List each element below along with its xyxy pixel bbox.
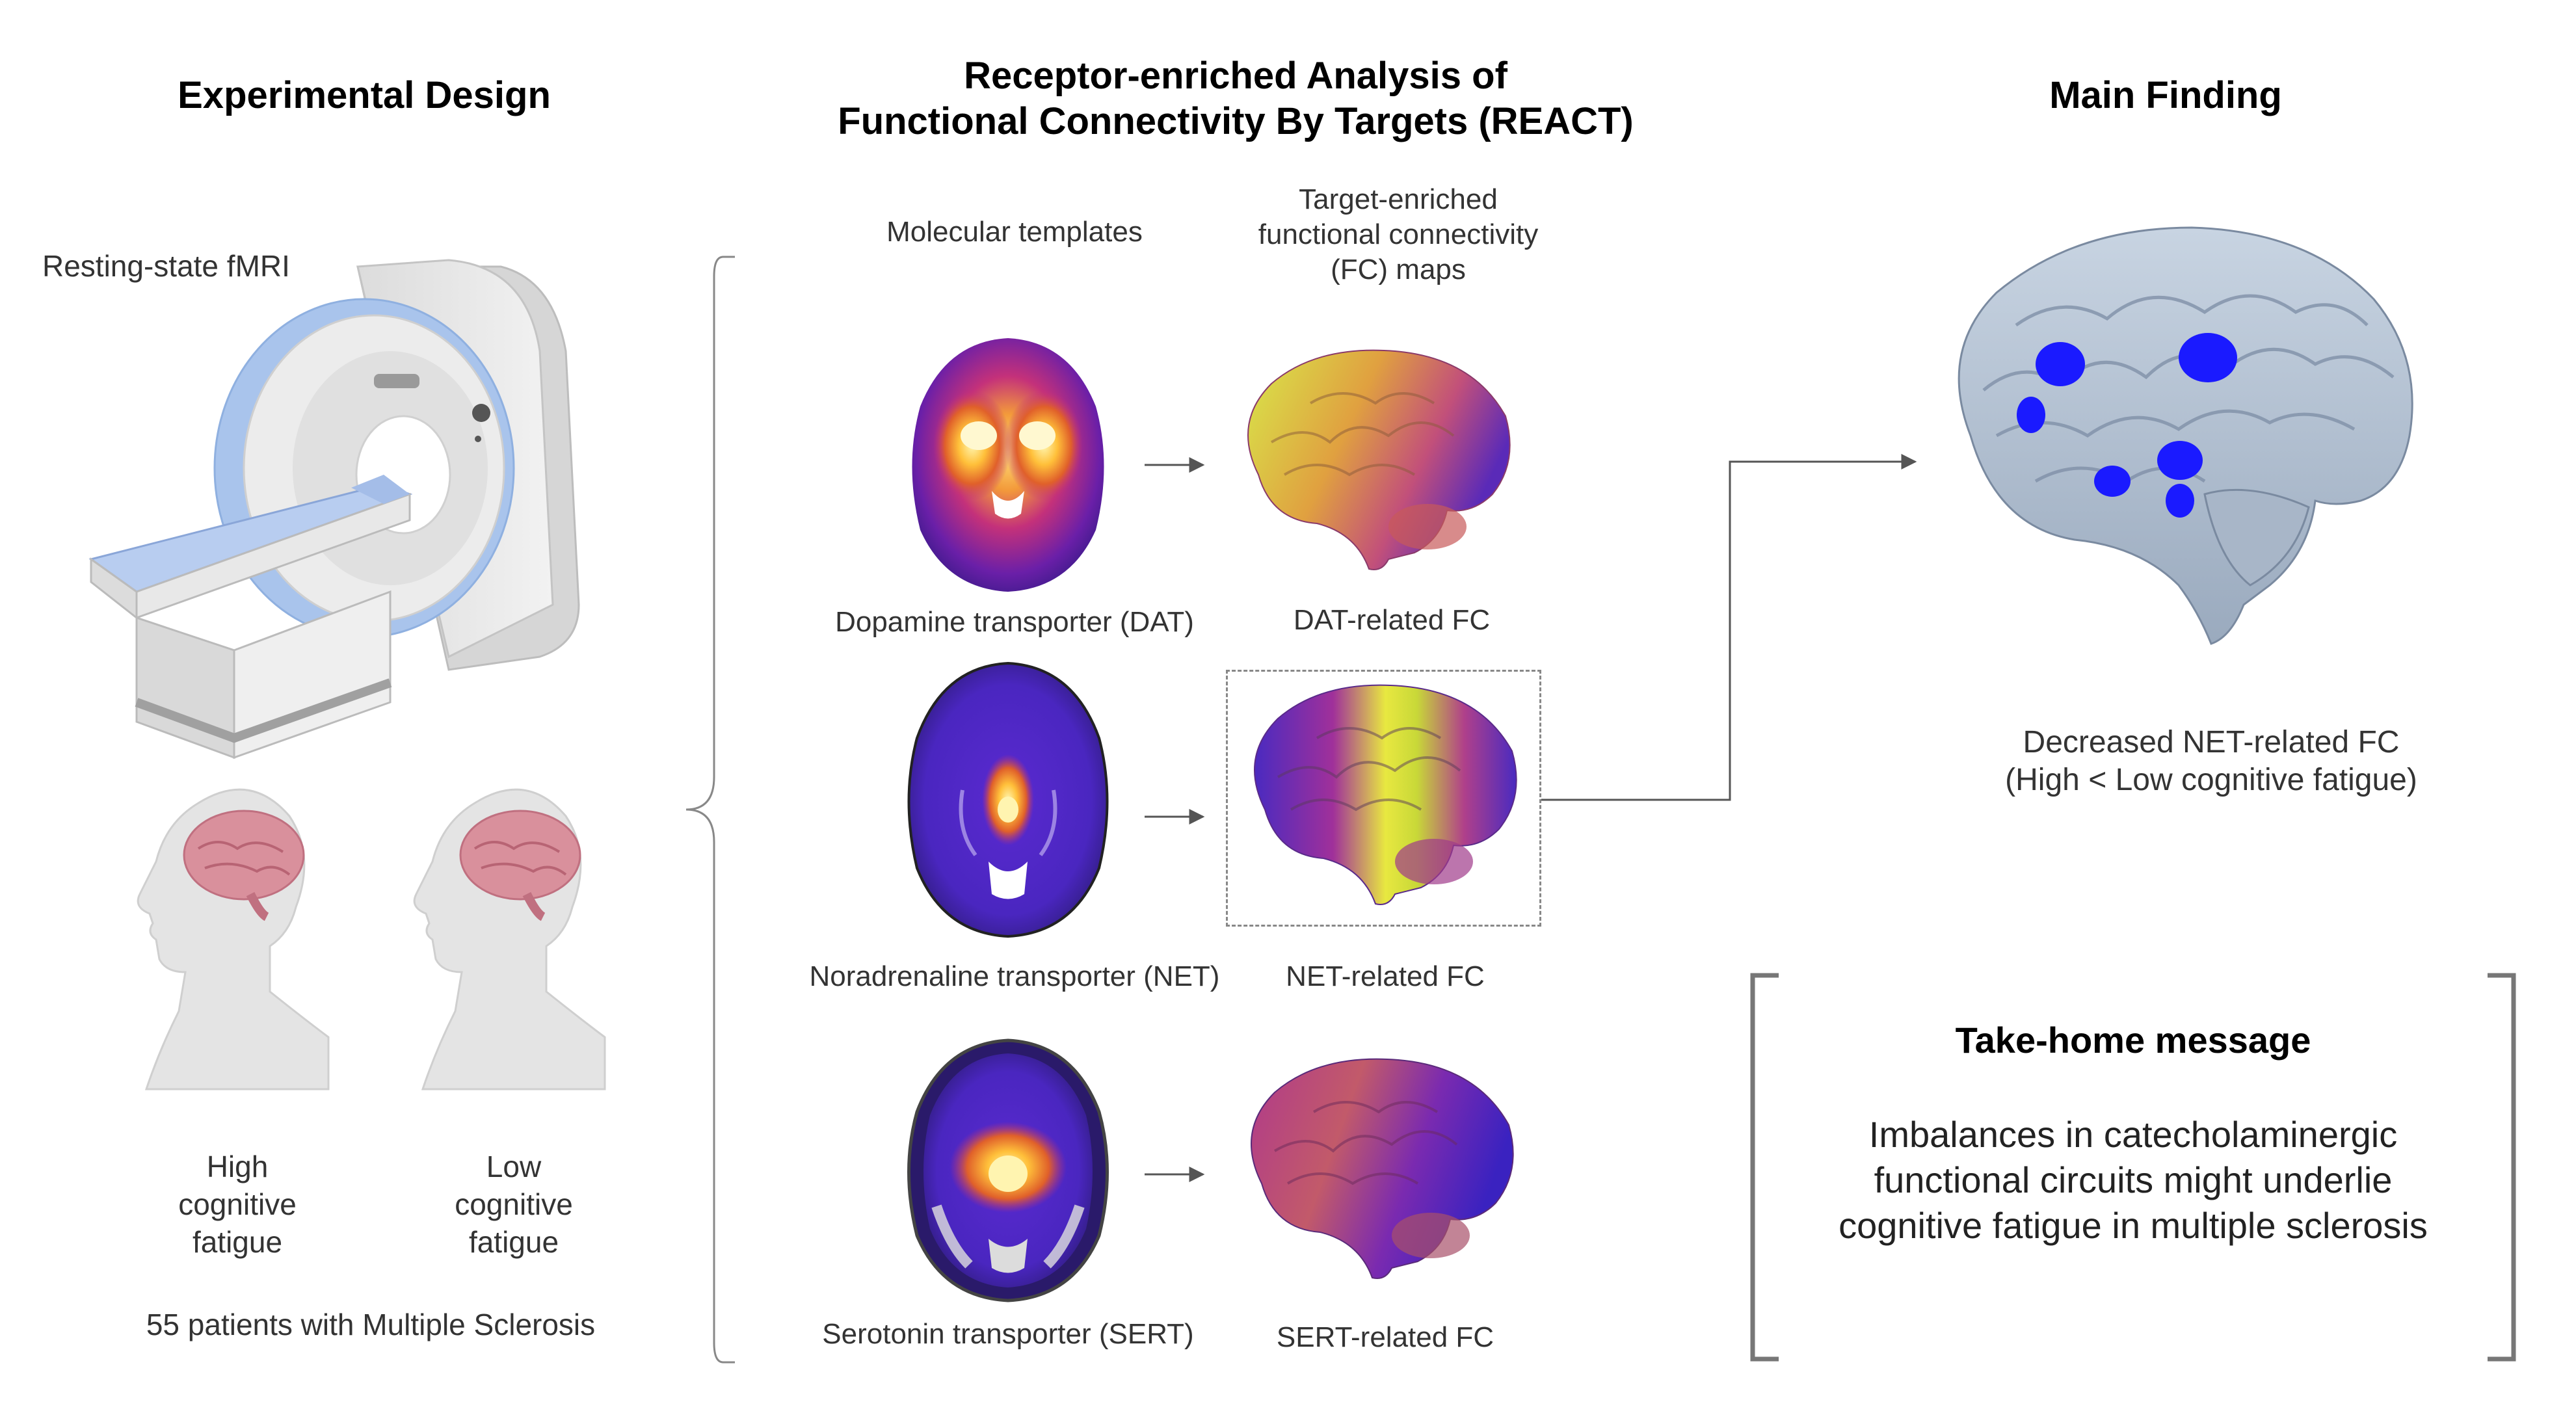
sert-map-label: SERT-related FC bbox=[1276, 1321, 1494, 1353]
net-fc-brain bbox=[1254, 684, 1517, 905]
finding-brain bbox=[1958, 226, 2413, 645]
dat-map-label: DAT-related FC bbox=[1293, 604, 1491, 636]
takehome-title: Take-home message bbox=[1955, 1020, 2311, 1061]
net-template-slice bbox=[907, 661, 1109, 938]
takehome-message: Imbalances in catecholaminergic function… bbox=[1839, 1114, 2428, 1246]
net-map-label: NET-related FC bbox=[1286, 960, 1485, 992]
sert-template-label: Serotonin transporter (SERT) bbox=[822, 1318, 1194, 1350]
dat-template-slice bbox=[912, 338, 1104, 592]
sert-fc-brain bbox=[1251, 1058, 1514, 1279]
templates-column-header: Molecular templates bbox=[886, 216, 1143, 248]
patients-label: 55 patients with Multiple Sclerosis bbox=[146, 1308, 596, 1341]
net-arrow bbox=[1145, 809, 1205, 825]
head-high-fatigue-illustration bbox=[137, 788, 330, 1090]
finding-connector-arrow bbox=[1541, 454, 1917, 801]
grouping-brace bbox=[685, 256, 735, 1364]
dat-fc-brain bbox=[1247, 349, 1511, 570]
design-title: Experimental Design bbox=[178, 74, 551, 116]
mri-scanner-illustration bbox=[88, 259, 580, 759]
group-high-label: High cognitive fatigue bbox=[178, 1150, 297, 1259]
net-template-label: Noradrenaline transporter (NET) bbox=[809, 960, 1220, 992]
scanner-label: Resting-state fMRI bbox=[42, 249, 290, 283]
finding-title: Main Finding bbox=[2049, 74, 2282, 116]
react-title: Receptor-enriched Analysis of Functional… bbox=[838, 55, 1634, 142]
takehome-brackets bbox=[1750, 973, 2516, 1362]
finding-caption: Decreased NET-related FC (High < Low cog… bbox=[2005, 725, 2417, 797]
dat-arrow bbox=[1145, 457, 1205, 473]
sert-template-slice bbox=[907, 1038, 1109, 1302]
group-low-label: Low cognitive fatigue bbox=[455, 1150, 573, 1259]
sert-arrow bbox=[1145, 1167, 1205, 1182]
dat-template-label: Dopamine transporter (DAT) bbox=[835, 606, 1194, 638]
net-highlight-box bbox=[1226, 670, 1541, 927]
head-low-fatigue-illustration bbox=[413, 788, 606, 1090]
maps-column-header: Target-enriched functional connectivity … bbox=[1258, 183, 1539, 285]
